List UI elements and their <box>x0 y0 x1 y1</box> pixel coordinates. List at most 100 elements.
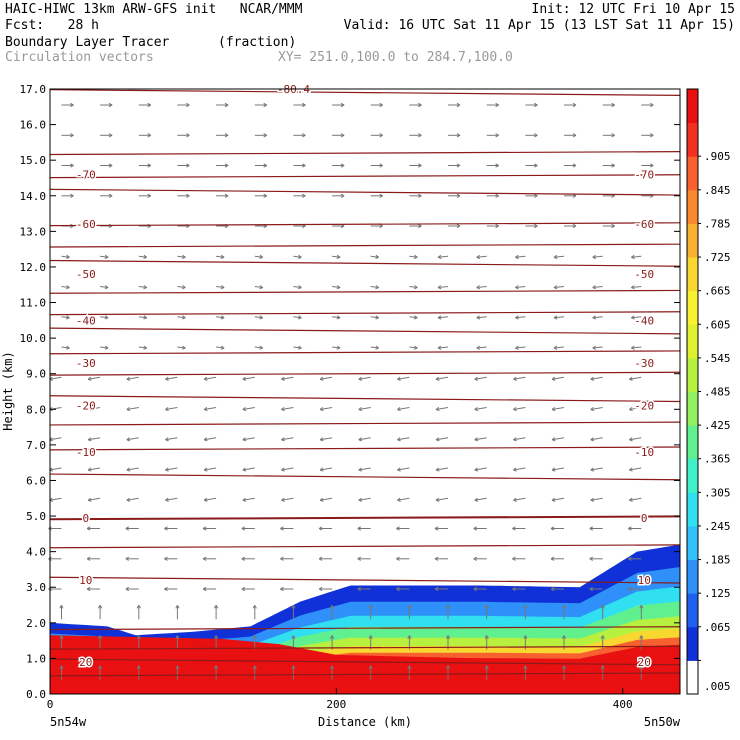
vector-arrowhead <box>224 102 229 108</box>
vector-arrowhead <box>639 605 644 609</box>
vector-arrowhead <box>108 163 113 168</box>
vector-arrowhead <box>182 285 186 290</box>
vector-arrowhead <box>125 556 130 561</box>
colorbar-swatch <box>687 458 698 493</box>
vector-arrow <box>254 286 263 288</box>
vector-arrowhead <box>445 635 451 639</box>
y-tick-label: 0.0 <box>26 688 46 701</box>
isotherm-label: -50 <box>634 268 654 281</box>
vector-arrow <box>358 467 371 471</box>
vector-arrowhead <box>147 193 152 198</box>
vector-arrowhead <box>523 665 528 670</box>
vector-arrow <box>49 376 62 380</box>
vector-arrowhead <box>590 497 595 502</box>
isotherm-label: -40 <box>76 314 96 327</box>
vector-arrow <box>513 437 526 441</box>
vector-arrowhead <box>126 467 131 472</box>
vector-arrowhead <box>515 254 519 260</box>
vector-arrow <box>138 286 147 288</box>
vector-arrow <box>592 346 603 349</box>
vector-arrowhead <box>512 526 516 531</box>
vector-arrowhead <box>59 605 64 609</box>
colorbar-swatch <box>687 290 698 325</box>
vector-arrow <box>358 497 371 501</box>
vector-arrow <box>437 286 449 288</box>
vector-arrowhead <box>476 345 481 350</box>
vector-arrowhead <box>220 254 225 259</box>
vector-arrow <box>293 346 302 349</box>
vector-arrowhead <box>418 193 422 198</box>
vector-arrow <box>254 255 263 258</box>
vector-arrow <box>165 437 178 441</box>
vector-arrow <box>49 497 62 501</box>
vector-arrowhead <box>336 345 341 350</box>
vector-arrowhead <box>336 254 341 259</box>
isotherm-line <box>49 371 681 376</box>
vector-arrowhead <box>186 193 190 198</box>
y-tick-label: 4.0 <box>26 546 46 559</box>
vector-arrow <box>515 316 526 319</box>
vector-arrowhead <box>220 315 225 320</box>
vector-arrowhead <box>484 635 489 639</box>
vector-arrow <box>435 407 449 410</box>
colorbar-label: .065 <box>704 621 731 634</box>
vector-arrow <box>397 376 410 380</box>
vector-arrow <box>242 407 255 410</box>
vector-arrowhead <box>147 102 152 108</box>
vector-arrowhead <box>108 193 113 198</box>
vector-arrow <box>332 316 341 319</box>
vector-arrow <box>435 497 449 501</box>
vector-arrow <box>476 286 487 288</box>
vector-arrowhead <box>358 437 363 442</box>
vector-arrowhead <box>628 376 633 381</box>
vector-arrow <box>49 467 62 471</box>
vector-arrowhead <box>435 497 440 502</box>
vector-arrowhead <box>165 467 169 472</box>
vector-arrowhead <box>628 556 632 561</box>
vector-arrow <box>242 467 255 471</box>
isotherm-label: -20 <box>76 400 96 413</box>
vector-arrowhead <box>298 254 302 259</box>
vector-arrowhead <box>298 345 302 350</box>
vector-arrowhead <box>186 163 190 168</box>
vector-arrowhead <box>147 133 152 138</box>
field-name: Boundary Layer Tracer <box>5 35 170 50</box>
colorbar-label: .485 <box>704 386 731 399</box>
vector-arrow <box>370 286 379 288</box>
vector-arrowhead <box>631 345 635 350</box>
vector-arrow <box>293 316 302 319</box>
colorbar-swatch <box>687 223 698 258</box>
colorbar-swatch <box>687 626 698 661</box>
vector-arrow <box>590 407 603 410</box>
vector-arrowhead <box>241 586 246 592</box>
vector-arrow <box>177 346 186 349</box>
vector-arrow <box>397 437 410 441</box>
vector-arrowhead <box>418 102 422 108</box>
vector-arrow <box>409 255 418 258</box>
vector-arrowhead <box>318 526 323 531</box>
vector-arrowhead <box>259 285 264 290</box>
vector-arrowhead <box>512 586 516 592</box>
vector-arrow <box>281 407 294 410</box>
vector-arrowhead <box>136 635 141 639</box>
vector-arrow <box>551 437 565 441</box>
vector-arrowhead <box>476 285 481 290</box>
vector-arrow <box>88 497 101 501</box>
vector-arrow <box>138 255 147 258</box>
vector-arrowhead <box>319 376 324 381</box>
vector-arrow <box>358 437 371 441</box>
vector-arrowhead <box>434 586 439 592</box>
vector-arrowhead <box>59 665 64 670</box>
vector-arrowhead <box>650 133 654 138</box>
vector-arrow <box>281 437 294 441</box>
vector-arrowhead <box>242 376 247 381</box>
isotherm-contours: -70 -70 -60 -60 -50 -50 -40 -40 -30 -30 -20 -20 -10 -… <box>49 82 681 677</box>
vector-arrowhead <box>513 497 517 502</box>
header-init-time: Init: 12 UTC Fri 10 Apr 15 <box>531 2 736 17</box>
vector-arrowhead <box>590 437 595 442</box>
vector-arrowhead <box>534 163 538 168</box>
vector-arrowhead <box>104 254 109 259</box>
vector-arrowhead <box>456 163 461 168</box>
colorbar-swatch <box>687 324 698 359</box>
colorbar-label: .845 <box>704 184 731 197</box>
